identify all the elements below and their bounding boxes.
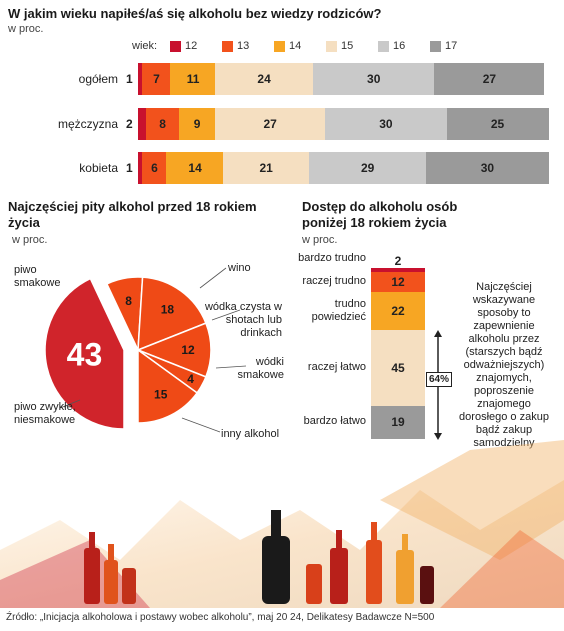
pie-value-label: 43 [67, 336, 103, 372]
legend-label-12: 12 [185, 40, 198, 52]
chart2-pie: 43 8 18 12 4 15 [44, 267, 247, 433]
pie-value-label: 15 [154, 388, 168, 402]
bar-segment-15: 27 [215, 108, 326, 140]
pie-label-piwo-zwykle: piwo zwykłe, niesmakowe [14, 401, 76, 426]
bracket-label: 64% [426, 372, 453, 387]
bar-segment-15: 24 [215, 63, 314, 95]
pie-leader-line [59, 399, 81, 409]
legend-swatch-14 [274, 41, 285, 52]
stack-category-label: raczej łatwo [307, 361, 366, 374]
bar-segment-14: 9 [178, 108, 216, 140]
bar-segment-13: 7 [142, 63, 171, 95]
chart3-subtitle: w proc. [302, 234, 338, 246]
pie-slice [44, 277, 125, 430]
bar-segment-13: 6 [142, 152, 167, 184]
stack-category-label: bardzo trudno [298, 252, 366, 264]
legend-label-15: 15 [341, 40, 354, 52]
legend-swatch-13 [222, 41, 233, 52]
pie-value-label: 4 [187, 372, 194, 386]
chart1-title: W jakim wieku napiłeś/aś się alkoholu be… [8, 6, 382, 21]
stack-category-label: bardzo łatwo [303, 415, 366, 428]
bar-segment-12 [138, 108, 147, 140]
stack-segment [371, 292, 425, 330]
chart3-title: Dostęp do alkoholu osób poniżej 18 rokie… [302, 199, 502, 231]
stack-category-label: trudno powiedzieć [311, 298, 366, 324]
chart3-title-text: Dostęp do alkoholu osób poniżej 18 rokie… [302, 199, 458, 230]
bar-segment-16: 30 [324, 108, 448, 140]
bar-segment-14: 11 [170, 63, 216, 95]
bar-value-label: 1 [126, 72, 133, 86]
bar-value-label: 2 [126, 117, 133, 131]
pie-leader-line [181, 417, 221, 433]
stack-segment [371, 272, 425, 293]
stack-value-label: 12 [391, 275, 405, 290]
pie-slice [137, 348, 199, 424]
bar-segment-15: 21 [223, 152, 309, 184]
bar-segment-12 [138, 152, 143, 184]
stack-segment [371, 329, 425, 407]
legend-swatch-16 [378, 41, 389, 52]
pie-value-label: 8 [125, 294, 132, 308]
pie-leader-line [211, 309, 241, 321]
legend-swatch-17 [430, 41, 441, 52]
legend-label-17: 17 [445, 40, 458, 52]
legend-swatch-15 [326, 41, 337, 52]
stack-value-label: 2 [394, 254, 402, 268]
chart1-subtitle: w proc. [8, 23, 44, 35]
stack-value-label: 45 [391, 361, 405, 376]
row-label: kobieta [79, 161, 118, 175]
pie-leader-line [215, 365, 247, 369]
stack-value-label: 22 [391, 304, 405, 319]
chart2-title: Najczęściej pity alkohol przed 18 rokiem… [8, 199, 268, 231]
bar-segment-12 [138, 63, 143, 95]
pie-value-label: 18 [161, 303, 175, 317]
pie-label-inny: inny alkohol [221, 428, 280, 440]
bar-segment-17: 25 [446, 108, 549, 140]
pie-slice [137, 276, 207, 352]
access-note: Najczęściej wskazywane sposoby to zapewn… [459, 281, 549, 449]
bottles [84, 510, 434, 604]
stack-segment [371, 406, 425, 439]
source-note: Źródło: „Inicjacja alkoholowa i postawy … [6, 612, 435, 623]
pie-value-label: 12 [181, 343, 195, 357]
legend-label-13: 13 [237, 40, 250, 52]
pie-label-wodka-czysta: wódka czysta w shotach lub drinkach [204, 301, 282, 339]
row-label: mężczyzna [57, 117, 118, 131]
bottles-illustration [0, 440, 564, 608]
stack-value-label: 19 [391, 415, 405, 430]
bar-segment-13: 8 [146, 108, 180, 140]
chart2-title-text: Najczęściej pity alkohol przed 18 rokiem… [8, 199, 257, 230]
bar-segment-14: 14 [166, 152, 224, 184]
pie-label-piwo-smakowe: piwo smakowe [14, 264, 61, 289]
row-label: ogółem [78, 72, 118, 86]
legend-title: wiek: [132, 40, 158, 52]
chart2-subtitle: w proc. [12, 234, 48, 246]
bar-segment-17: 27 [434, 63, 545, 95]
legend-label-16: 16 [393, 40, 406, 52]
legend-swatch-12 [170, 41, 181, 52]
pie-label-wodki-smakowe: wódki smakowe [237, 356, 284, 381]
bar-segment-16: 30 [312, 63, 435, 95]
bar-value-label: 1 [126, 161, 133, 175]
legend-label-14: 14 [289, 40, 302, 52]
pie-label-wino: wino [228, 262, 251, 274]
pie-leader-line [199, 267, 227, 289]
stack-category-label: raczej trudno [302, 275, 366, 288]
bar-segment-17: 30 [426, 152, 549, 184]
stack-segment [371, 268, 425, 272]
bar-segment-16: 29 [308, 152, 427, 184]
